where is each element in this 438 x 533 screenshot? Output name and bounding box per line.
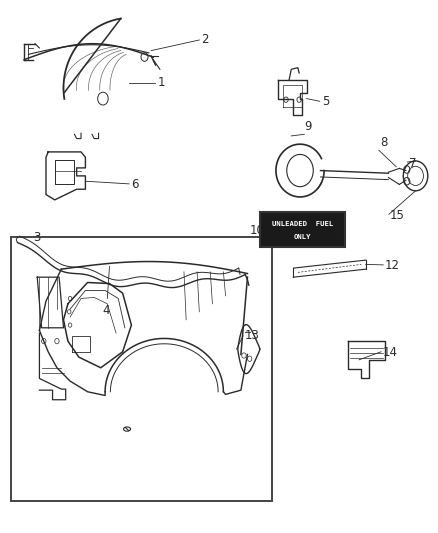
Text: 5: 5: [322, 95, 329, 108]
Text: 14: 14: [382, 346, 397, 359]
Text: 12: 12: [385, 259, 399, 272]
Text: ONLY: ONLY: [293, 234, 311, 240]
Text: 1: 1: [158, 76, 165, 89]
Text: 9: 9: [304, 120, 312, 133]
Text: 8: 8: [380, 136, 388, 149]
Text: 3: 3: [33, 231, 40, 244]
Text: UNLEADED  FUEL: UNLEADED FUEL: [272, 221, 333, 227]
FancyBboxPatch shape: [260, 212, 345, 247]
Text: 11: 11: [279, 224, 294, 237]
Bar: [11, 237, 272, 501]
Text: 4: 4: [102, 304, 110, 317]
Text: 15: 15: [389, 209, 404, 222]
Text: 10: 10: [250, 224, 265, 237]
Text: 7: 7: [409, 157, 416, 169]
Text: 2: 2: [201, 33, 209, 46]
Text: 6: 6: [131, 179, 139, 191]
Text: 13: 13: [244, 329, 259, 342]
